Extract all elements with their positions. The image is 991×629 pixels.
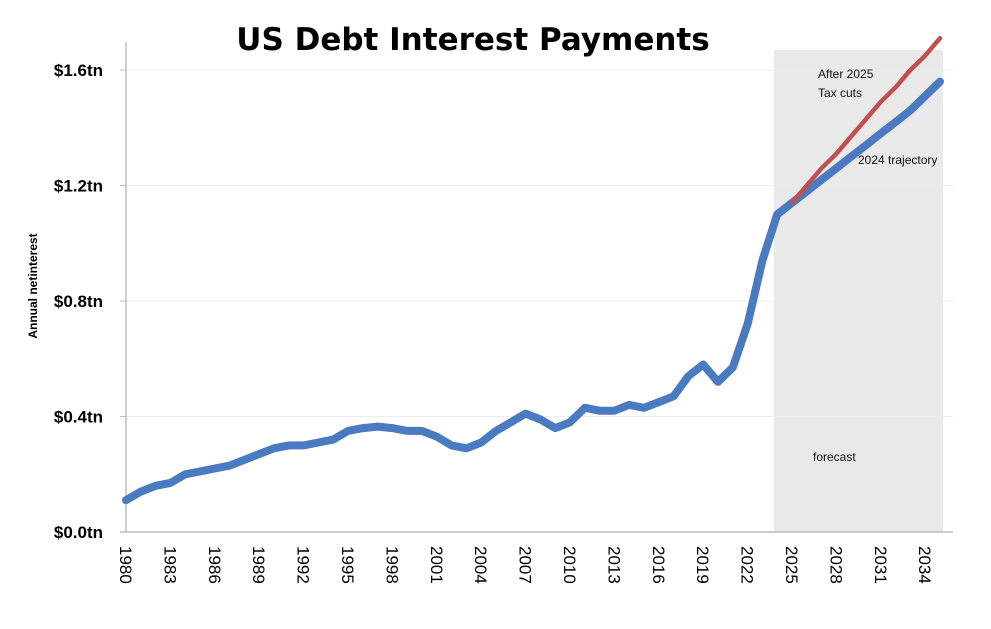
- annotation-tax-cuts: Tax cuts: [818, 86, 862, 100]
- line-2024-trajectory: [122, 77, 944, 505]
- series-lines: [122, 35, 944, 505]
- x-tick-label: 1983: [160, 546, 179, 584]
- x-tick-label: 2001: [427, 546, 446, 584]
- x-tick-label: 2016: [649, 546, 668, 584]
- forecast-region: [774, 50, 943, 532]
- forecast-shading: [774, 50, 943, 532]
- y-tick-label: $0.4tn: [54, 408, 103, 427]
- y-tick-label: $0.8tn: [54, 292, 103, 311]
- x-tick-label: 1995: [338, 546, 357, 584]
- x-tick-label: 2022: [738, 546, 757, 584]
- x-tick-label: 1998: [382, 546, 401, 584]
- x-tick-label: 2019: [693, 546, 712, 584]
- x-axis-ticks: 1980 1983 1986 1989 1992 1995 1998 2001 2004 2007…: [116, 546, 934, 584]
- y-tick-label: $0.0tn: [54, 523, 103, 542]
- x-tick-label: 1980: [116, 546, 135, 584]
- x-tick-label: 2010: [560, 546, 579, 584]
- x-tick-label: 1986: [205, 546, 224, 584]
- annotation-after-2025: After 2025: [818, 67, 874, 81]
- y-axis-label: Annual netinterest: [26, 233, 40, 338]
- axes: [120, 42, 953, 533]
- x-tick-label: 2007: [516, 546, 535, 584]
- x-tick-label: 1992: [294, 546, 313, 584]
- line-after-2025-tax-cuts: [789, 35, 943, 206]
- y-axis-ticks: $0.0tn $0.4tn $0.8tn $1.2tn $1.6tn: [54, 61, 126, 542]
- x-tick-label: 2004: [471, 546, 490, 584]
- chart-title: US Debt Interest Payments: [236, 22, 709, 58]
- annotation-forecast: forecast: [813, 450, 856, 464]
- x-tick-label: 2034: [915, 546, 934, 584]
- y-tick-label: $1.6tn: [54, 61, 103, 80]
- annotation-2024-trajectory: 2024 trajectory: [858, 153, 937, 167]
- y-tick-label: $1.2tn: [54, 177, 103, 196]
- x-tick-label: 2028: [826, 546, 845, 584]
- x-tick-label: 1989: [249, 546, 268, 584]
- x-tick-label: 2025: [782, 546, 801, 584]
- x-tick-label: 2031: [871, 546, 890, 584]
- x-tick-label: 2013: [604, 546, 623, 584]
